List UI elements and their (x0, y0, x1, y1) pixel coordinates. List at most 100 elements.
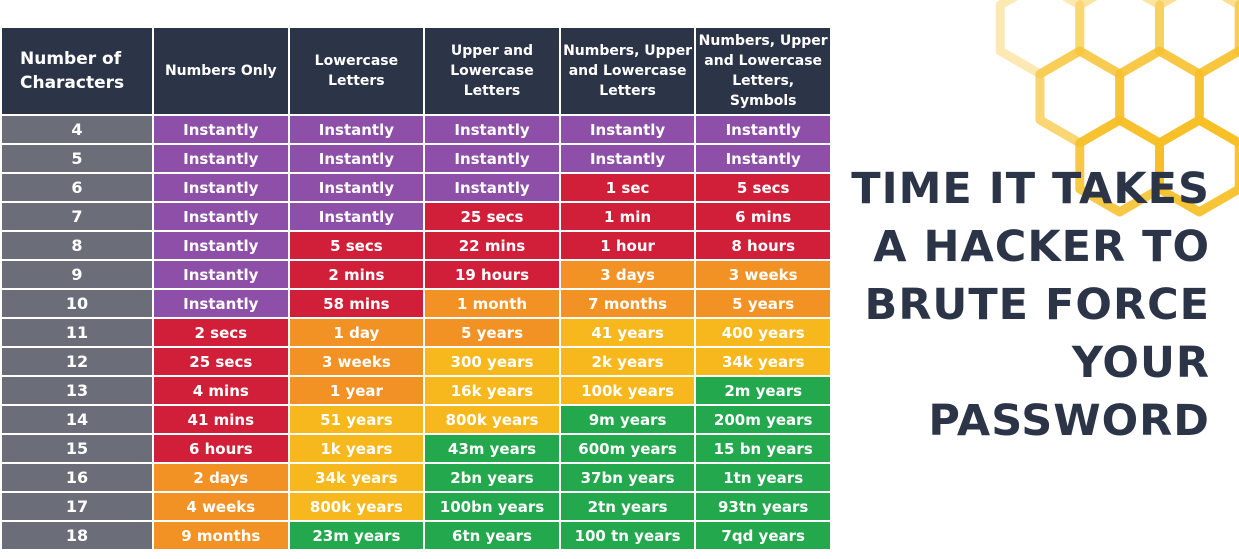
table-row: 10 Instantly 58 mins 1 month 7 months 5 years (2, 290, 830, 317)
time-cell: 41 years (560, 319, 695, 346)
time-cell: Instantly (425, 116, 559, 143)
table-row: 16 2 days 34k years 2bn years 37bn years 1tn … (2, 464, 830, 491)
time-cell: 58 mins (289, 290, 424, 317)
row-char-count: 18 (2, 522, 152, 549)
table-row: 12 25 secs 3 weeks 300 years 2k years 34k yea… (2, 348, 830, 375)
time-cell: 37bn years (560, 464, 695, 491)
time-cell: 34k years (696, 348, 830, 375)
row-char-count: 14 (2, 406, 152, 433)
time-cell: Instantly (154, 203, 288, 230)
time-cell: 19 hours (425, 261, 559, 288)
time-cell: 7 months (560, 290, 695, 317)
column-header: Number of Characters (2, 28, 152, 114)
time-cell: 100 tn years (560, 522, 695, 549)
table-row: 11 2 secs 1 day 5 years 41 years 400 years (2, 319, 830, 346)
table-body: 4 Instantly Instantly Instantly Instantly Ins… (2, 116, 830, 549)
time-cell: Instantly (425, 145, 559, 172)
time-cell: Instantly (289, 116, 424, 143)
table-row: 9 Instantly 2 mins 19 hours 3 days 3 weeks (2, 261, 830, 288)
time-cell: Instantly (696, 145, 830, 172)
time-cell: Instantly (154, 261, 288, 288)
table-row: 14 41 mins 51 years 800k years 9m years 200m … (2, 406, 830, 433)
time-cell: 15 bn years (696, 435, 830, 462)
row-char-count: 15 (2, 435, 152, 462)
time-cell: Instantly (154, 290, 288, 317)
time-cell: 300 years (425, 348, 559, 375)
time-cell: 400 years (696, 319, 830, 346)
time-cell: 200m years (696, 406, 830, 433)
time-cell: 25 secs (154, 348, 288, 375)
time-cell: 5 years (696, 290, 830, 317)
time-cell: 1 month (425, 290, 559, 317)
time-cell: 6tn years (425, 522, 559, 549)
time-cell: Instantly (289, 174, 424, 201)
time-cell: 2m years (696, 377, 830, 404)
time-cell: 800k years (289, 493, 424, 520)
time-cell: 2 mins (289, 261, 424, 288)
time-cell: 3 weeks (289, 348, 424, 375)
time-cell: 5 secs (289, 232, 424, 259)
time-cell: 93tn years (696, 493, 830, 520)
time-cell: 22 mins (425, 232, 559, 259)
time-cell: 1 day (289, 319, 424, 346)
time-cell: Instantly (560, 145, 695, 172)
time-cell: 34k years (289, 464, 424, 491)
time-cell: 6 hours (154, 435, 288, 462)
table-row: 13 4 mins 1 year 16k years 100k years 2m year… (2, 377, 830, 404)
time-cell: 4 mins (154, 377, 288, 404)
table-row: 7 Instantly Instantly 25 secs 1 min 6 mins (2, 203, 830, 230)
column-header: Upper and Lowercase Letters (425, 28, 559, 114)
honeycomb-cell (1194, 46, 1239, 148)
time-cell: 2bn years (425, 464, 559, 491)
time-cell: 1 hour (560, 232, 695, 259)
time-cell: 2tn years (560, 493, 695, 520)
table-row: 8 Instantly 5 secs 22 mins 1 hour 8 hours (2, 232, 830, 259)
time-cell: 8 hours (696, 232, 830, 259)
row-char-count: 8 (2, 232, 152, 259)
time-cell: 2k years (560, 348, 695, 375)
row-char-count: 5 (2, 145, 152, 172)
time-cell: 600m years (560, 435, 695, 462)
row-char-count: 7 (2, 203, 152, 230)
time-cell: 2 days (154, 464, 288, 491)
brute-force-time-table: Number of Characters Numbers Only Lowerc… (0, 26, 832, 551)
time-cell: 100k years (560, 377, 695, 404)
time-cell: 6 mins (696, 203, 830, 230)
time-cell: 43m years (425, 435, 559, 462)
time-cell: 23m years (289, 522, 424, 549)
row-char-count: 6 (2, 174, 152, 201)
time-cell: 4 weeks (154, 493, 288, 520)
time-cell: 1 min (560, 203, 695, 230)
time-cell: 3 days (560, 261, 695, 288)
time-cell: 5 years (425, 319, 559, 346)
time-cell: 9 months (154, 522, 288, 549)
column-header: Numbers Only (154, 28, 288, 114)
time-cell: 3 weeks (696, 261, 830, 288)
table-row: 15 6 hours 1k years 43m years 600m years 15 b… (2, 435, 830, 462)
time-cell: Instantly (154, 116, 288, 143)
time-cell: 9m years (560, 406, 695, 433)
row-char-count: 4 (2, 116, 152, 143)
time-cell: 16k years (425, 377, 559, 404)
time-cell: 1 sec (560, 174, 695, 201)
time-cell: 5 secs (696, 174, 830, 201)
table-row: 5 Instantly Instantly Instantly Instantly Ins… (2, 145, 830, 172)
headline-title: TIME IT TAKES A HACKER TO BRUTE FORCE YO… (851, 164, 1210, 446)
row-char-count: 16 (2, 464, 152, 491)
table-header-row: Number of Characters Numbers Only Lowerc… (2, 28, 830, 114)
time-cell: Instantly (154, 145, 288, 172)
column-header: Numbers, Upper and Lowercase Letters, Sy… (696, 28, 830, 114)
time-cell: 7qd years (696, 522, 830, 549)
time-cell: 41 mins (154, 406, 288, 433)
time-cell: 800k years (425, 406, 559, 433)
honeycomb-cell (1155, 115, 1239, 217)
time-cell: 25 secs (425, 203, 559, 230)
time-cell: 1tn years (696, 464, 830, 491)
row-char-count: 13 (2, 377, 152, 404)
time-cell: 51 years (289, 406, 424, 433)
time-cell: 2 secs (154, 319, 288, 346)
table-row: 6 Instantly Instantly Instantly 1 sec 5 secs (2, 174, 830, 201)
table-row: 17 4 weeks 800k years 100bn years 2tn years 9… (2, 493, 830, 520)
time-cell: 1k years (289, 435, 424, 462)
row-char-count: 17 (2, 493, 152, 520)
